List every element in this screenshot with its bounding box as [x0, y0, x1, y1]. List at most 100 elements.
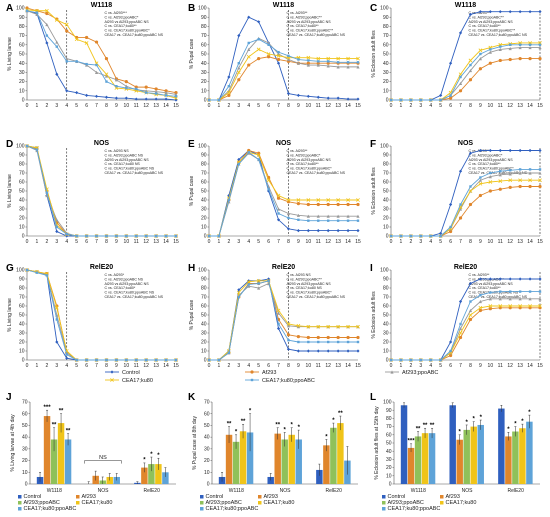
data-point-cea17-ku80 [236, 290, 241, 295]
x-tick-label: W1118 [229, 488, 244, 494]
series-line-cea17-ku80 [209, 48, 358, 101]
y-tick-label: 50 [383, 189, 389, 195]
x-tick-label: 10 [306, 363, 312, 369]
y-tick-label: 80 [19, 162, 25, 168]
y-tick-label: 20 [383, 216, 389, 222]
data-point-cea17-ku80 [326, 56, 331, 61]
x-tick-label: 9 [479, 239, 482, 245]
y-tick-label: 0 [386, 358, 389, 364]
data-point-cea17-ku80-ppoabc [174, 234, 178, 238]
data-point-cea17-ku80-ppoabc [75, 234, 78, 238]
data-point-af293-ppoabc [498, 173, 502, 177]
stat-annotation: C vs. Al293*** [468, 11, 491, 15]
data-point-control [488, 148, 492, 153]
y-tick-label: 70 [204, 400, 210, 406]
data-point-af293 [528, 184, 532, 189]
data-point-cea17-ku80 [286, 322, 291, 326]
data-point-cea17-ku80-ppoabc [518, 168, 522, 171]
series-line-af293-ppoabc [26, 145, 176, 237]
data-point-af293 [538, 57, 542, 61]
data-point-af293 [518, 184, 522, 189]
data-point-control [528, 277, 532, 281]
data-point-cea17-ku80 [508, 178, 513, 183]
x-tick-label: 0 [26, 363, 29, 369]
data-point-cea17-ku80-ppoabc [528, 290, 532, 293]
data-point-control [124, 96, 128, 100]
series-line-cea17-ku80 [391, 305, 540, 361]
legend-label-af293: Af293 [446, 494, 460, 500]
bar-af293 [407, 447, 415, 484]
y-tick-label: 100 [380, 144, 389, 150]
data-point-af293-ppoabc [286, 324, 291, 328]
x-tick-label: 12 [507, 239, 513, 245]
panel-a: A W1118 0 10 20 30 40 50 60 70 80 90 100 0 1 2 3 4 5 6 7 8 9 10… [6, 2, 179, 109]
data-point-cea17-ku80-ppoabc [75, 60, 78, 63]
data-point-cea17-ku80-ppoabc [154, 92, 158, 95]
panel-c: C W1118 0 10 20 30 40 50 60 70 80 90 100 0 1 2 3 4 5 6 7 8 9 10… [370, 2, 543, 109]
y-tick-label: 20 [19, 340, 25, 346]
data-point-cea17-ku80-ppoabc [489, 48, 492, 51]
data-point-cea17-ku80-ppoabc [227, 85, 231, 88]
data-point-cea17-ku80-ppoabc [85, 62, 88, 66]
data-point-cea17-ku80-ppoabc [518, 290, 522, 293]
data-point-cea17-ku80 [296, 198, 301, 202]
bar-cea17-ku80-ppoabc [428, 433, 436, 484]
panel-label: B [188, 3, 195, 14]
data-point-cea17-ku80-ppoabc [297, 58, 300, 61]
data-point-cea17-ku80-ppoabc [135, 87, 138, 91]
data-point-control [498, 10, 502, 14]
y-tick-label: 30 [201, 70, 207, 76]
data-point-af293-ppoabc [458, 326, 463, 331]
x-tick-label: 14 [163, 239, 169, 245]
stat-annotation: CEA17 vs. CEA17;ku80;ppoABC NS [286, 171, 345, 175]
bar-legend: Control Af293 Af293;ppoABC CEA17;ku80 CEA17;… [200, 494, 294, 512]
data-point-cea17-ku80-ppoabc [538, 168, 542, 171]
data-point-cea17-ku80-ppoabc [257, 282, 260, 285]
x-tick-label: 0 [208, 239, 211, 245]
x-tick-label: 13 [517, 239, 523, 245]
stat-annotation: Al293 vs Al293;ppoABC NS [286, 158, 331, 162]
data-point-cea17-ku80 [478, 305, 483, 310]
x-tick-label: 7 [277, 239, 280, 245]
data-point-cea17-ku80-ppoabc [469, 300, 472, 303]
x-tick-label: 3 [237, 239, 240, 245]
data-point-control [336, 229, 340, 233]
data-point-cea17-ku80-ppoabc [327, 219, 330, 222]
x-tick-label: 0 [26, 103, 29, 109]
bar-af293-ppoabc [414, 436, 422, 484]
x-tick-label: 6 [449, 239, 452, 245]
legend-label-cea17-ku80: CEA17;ku80 [82, 500, 113, 506]
x-tick-label: 11 [316, 239, 321, 245]
data-point-af293 [458, 89, 463, 93]
bar-cea17-ku80 [470, 426, 477, 484]
x-tick-label: 5 [257, 363, 260, 369]
data-point-cea17-ku80 [356, 198, 360, 202]
data-point-control [55, 340, 59, 344]
data-point-cea17-ku80-ppoabc [499, 45, 502, 48]
y-axis-label: % Pupal case [189, 175, 195, 206]
y-tick-label: 70 [19, 33, 25, 39]
data-point-cea17-ku80-ppoabc [336, 340, 340, 344]
data-point-cea17-ku80 [518, 304, 523, 308]
data-point-control [458, 169, 463, 173]
data-point-cea17-ku80-ppoabc [45, 274, 49, 277]
data-point-cea17-ku80-ppoabc [409, 98, 413, 102]
y-tick-label: 10 [204, 470, 210, 476]
data-point-cea17-ku80-ppoabc [217, 358, 221, 362]
data-point-cea17-ku80 [458, 331, 463, 335]
data-point-af293-ppoabc [538, 45, 542, 50]
y-tick-label: 50 [201, 189, 207, 195]
x-tick-label: 7 [277, 363, 280, 369]
data-point-af293-ppoabc [316, 214, 320, 218]
data-point-af293-ppoabc [498, 47, 502, 51]
x-tick-label: 11 [134, 103, 139, 109]
series-line-control [209, 16, 358, 101]
stat-annotation: Al293 vs Al293;ppoABC NS [286, 20, 331, 24]
data-point-cea17-ku80-ppoabc [267, 43, 270, 46]
data-point-control [528, 148, 532, 153]
data-point-af293 [478, 308, 482, 313]
y-tick-label: 10 [386, 473, 392, 479]
x-tick-label: 9 [479, 363, 482, 369]
significance-mark: * [235, 430, 238, 436]
y-axis-label: % Living larvae [7, 37, 13, 71]
